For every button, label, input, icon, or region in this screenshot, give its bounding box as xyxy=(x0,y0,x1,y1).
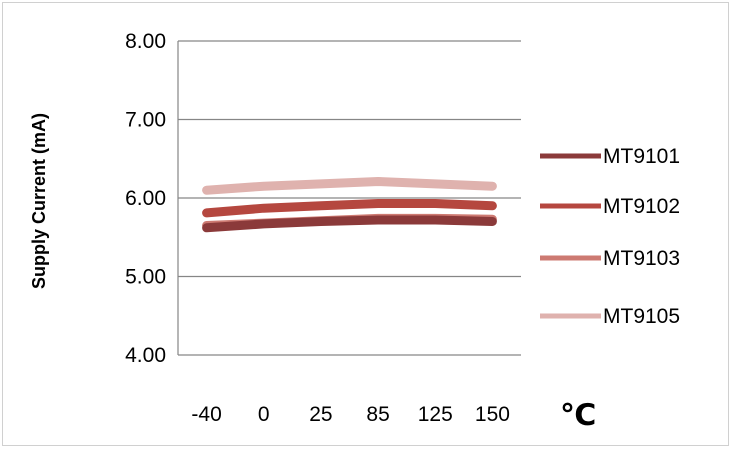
series-line-mt9101 xyxy=(202,215,497,233)
legend: MT9101 MT9102 MT9103 MT9105 xyxy=(540,145,680,328)
legend-label: MT9105 xyxy=(603,305,680,328)
x-tick-label: 25 xyxy=(309,403,332,426)
series-line-mt9105 xyxy=(202,177,497,195)
line-chart: 4.00 5.00 6.00 7.00 8.00 -40 0 25 85 125 150 MT91… xyxy=(29,30,680,432)
x-tick-label: -40 xyxy=(191,403,221,426)
gridlines xyxy=(177,40,521,356)
x-axis-unit-label: ℃ xyxy=(560,399,596,432)
legend-label: MT9101 xyxy=(603,145,680,168)
y-axis-ticks: 4.00 5.00 6.00 7.00 8.00 xyxy=(125,30,166,367)
y-tick-label: 5.00 xyxy=(125,266,166,289)
y-tick-label: 6.00 xyxy=(125,187,166,210)
series-lines xyxy=(202,177,497,233)
chart-frame: 4.00 5.00 6.00 7.00 8.00 -40 0 25 85 125 150 MT91… xyxy=(2,2,729,446)
y-tick-label: 7.00 xyxy=(125,109,166,132)
series-line-mt9102 xyxy=(202,199,497,218)
x-tick-label: 125 xyxy=(418,403,453,426)
y-tick-label: 8.00 xyxy=(125,30,166,53)
legend-label: MT9102 xyxy=(603,195,680,218)
x-tick-label: 150 xyxy=(475,403,510,426)
legend-label: MT9103 xyxy=(603,247,680,270)
x-axis-ticks: -40 0 25 85 125 150 xyxy=(191,403,510,426)
x-tick-label: 85 xyxy=(366,403,389,426)
x-tick-label: 0 xyxy=(258,403,270,426)
y-tick-label: 4.00 xyxy=(125,344,166,367)
y-axis-title: Supply Current (mA) xyxy=(29,113,49,289)
